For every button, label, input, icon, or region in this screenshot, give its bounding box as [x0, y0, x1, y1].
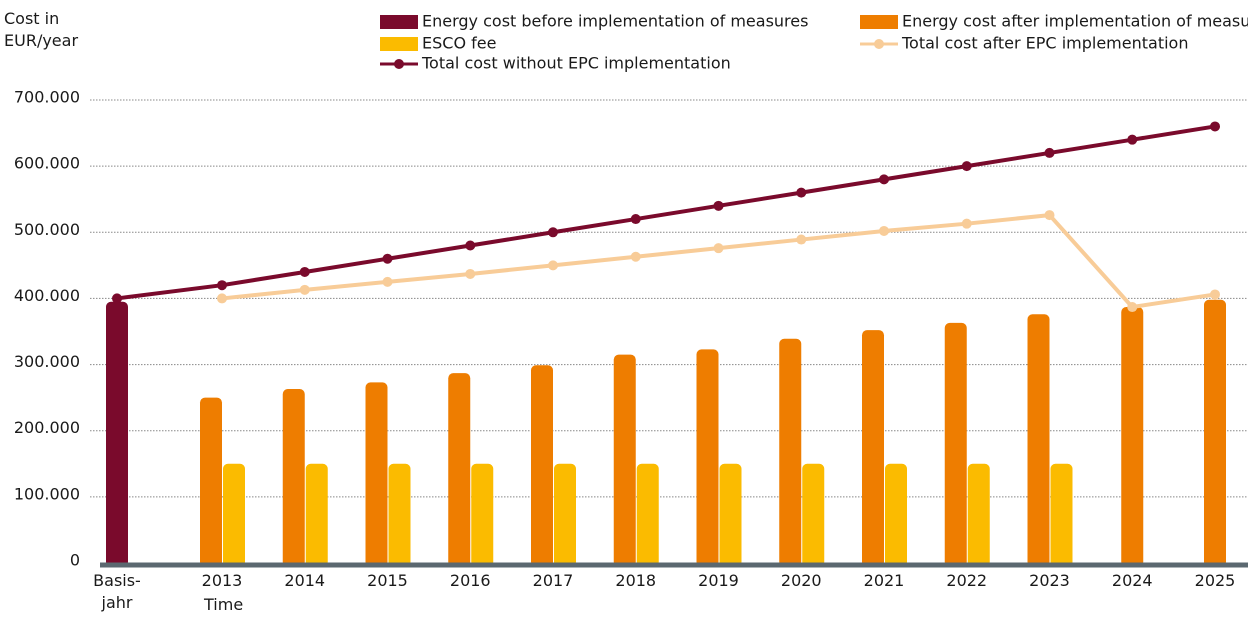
line-point [217, 293, 227, 304]
legend-label: Total cost after EPC implementation [901, 34, 1188, 53]
y-axis-label: Cost in EUR/year [4, 9, 79, 50]
x-tick-label: 2018 [615, 571, 657, 590]
line-point [796, 234, 807, 245]
legend-label: Total cost without EPC implementation [421, 54, 731, 73]
bar [944, 322, 967, 567]
bar [531, 365, 553, 567]
bar [223, 463, 245, 567]
bar [1121, 307, 1144, 567]
bar [448, 373, 471, 567]
bar [885, 463, 907, 567]
line-point [382, 276, 393, 287]
x-tick-label: 2017 [532, 571, 574, 590]
y-tick-label: 600.000 [14, 154, 80, 173]
bar [613, 354, 636, 567]
legend-swatch-marker [874, 39, 884, 49]
x-tick-label: 2023 [1029, 571, 1070, 590]
line-point [299, 284, 310, 295]
x-tick-label: 2013 [201, 571, 243, 590]
x-tick-label: 2015 [367, 571, 408, 590]
bar [388, 463, 411, 567]
line-point [465, 268, 476, 279]
bar [862, 330, 884, 567]
line-point [112, 293, 122, 304]
line-point [1210, 121, 1220, 132]
line-point [1127, 134, 1138, 145]
y-tick-label: 700.000 [14, 88, 80, 107]
bar [696, 349, 719, 567]
line-point [879, 225, 889, 236]
line-point [1044, 147, 1055, 158]
bar [365, 382, 388, 567]
line-point [879, 174, 889, 185]
y-tick-label: 100.000 [14, 484, 80, 503]
x-tick-label: 2021 [863, 571, 905, 590]
bar [719, 463, 742, 567]
bar [1027, 314, 1050, 567]
line-point [713, 200, 724, 211]
y-tick-label: 0 [70, 551, 80, 570]
x-tick-label: 2022 [946, 571, 988, 590]
line-point [961, 161, 972, 172]
bar [282, 389, 305, 567]
line-point [630, 251, 641, 262]
bar [779, 338, 802, 567]
x-tick-label: Basis-jahr [93, 571, 141, 612]
line-point [382, 253, 393, 264]
x-tick-label: 2016 [449, 571, 491, 590]
y-tick-label: 300.000 [14, 352, 80, 371]
bar [1050, 463, 1073, 567]
legend-swatch [860, 15, 898, 29]
line-point [1210, 289, 1220, 300]
line-point [299, 266, 310, 277]
legend-swatch-marker [394, 59, 404, 69]
bar [305, 463, 328, 567]
x-tick-label: 2025 [1194, 571, 1236, 590]
legend-swatch [380, 15, 418, 29]
bar [802, 463, 825, 567]
x-tick-label: 2024 [1111, 571, 1153, 590]
x-tick-label: 2019 [698, 571, 739, 590]
line-point [465, 240, 476, 251]
line-point [961, 218, 972, 229]
legend-label: Energy cost after implementation of meas… [902, 12, 1248, 31]
line-point [1127, 302, 1138, 313]
legend-label: Energy cost before implementation of mea… [422, 12, 808, 31]
bar [967, 463, 990, 567]
bar [636, 463, 659, 567]
y-tick-label: 500.000 [14, 220, 80, 239]
line-point [630, 214, 641, 225]
line-point [1044, 210, 1055, 221]
line-point [796, 187, 807, 198]
bar [554, 463, 576, 567]
line-point [713, 243, 724, 254]
line-point [217, 280, 227, 291]
bar [471, 463, 494, 567]
line-point [548, 227, 558, 238]
legend-swatch [380, 37, 418, 51]
y-tick-label: 400.000 [14, 286, 80, 305]
bar [1204, 299, 1226, 567]
y-tick-label: 200.000 [14, 418, 80, 437]
line-point [548, 260, 558, 271]
line-series [116, 124, 1216, 301]
x-axis-label: Time [204, 595, 244, 614]
bar [200, 397, 222, 567]
x-tick-label: 2014 [284, 571, 326, 590]
x-tick-label: 2020 [780, 571, 822, 590]
bar [106, 301, 128, 567]
legend-label: ESCO fee [422, 34, 496, 53]
